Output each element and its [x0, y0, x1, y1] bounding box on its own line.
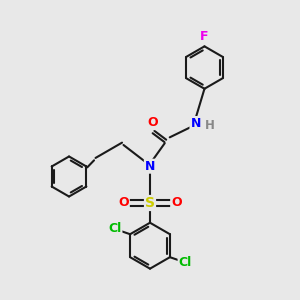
Text: O: O [171, 196, 182, 209]
Text: N: N [190, 117, 201, 130]
Text: S: S [145, 196, 155, 210]
Text: Cl: Cl [108, 222, 122, 236]
Text: N: N [145, 160, 155, 173]
Text: H: H [205, 119, 214, 132]
Text: F: F [200, 30, 209, 44]
Text: O: O [148, 116, 158, 129]
Text: O: O [118, 196, 129, 209]
Text: Cl: Cl [178, 256, 192, 269]
